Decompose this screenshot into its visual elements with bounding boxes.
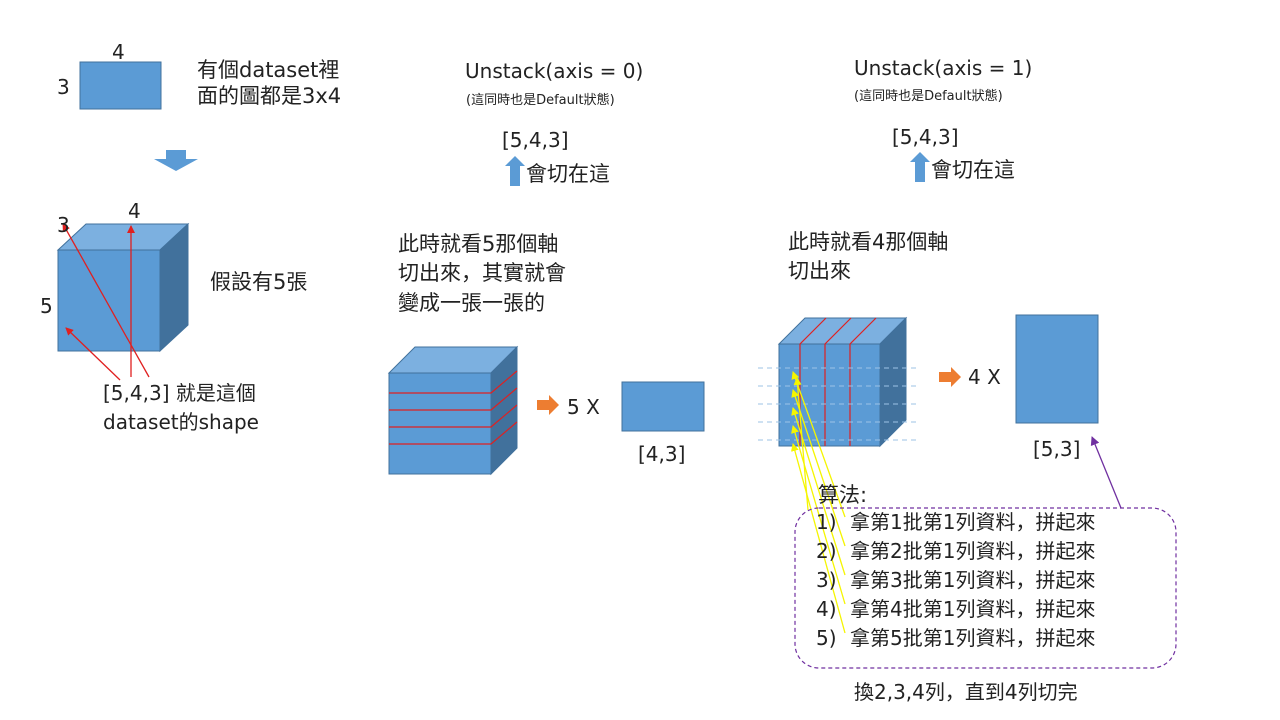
shape-caption-line1: [5,4,3] 就是這個 <box>103 381 256 405</box>
row-pointer-arrows <box>791 371 846 634</box>
row-result-rect <box>1015 314 1099 424</box>
unstack0-shape: [5,4,3] <box>502 128 569 152</box>
algorithm-footer: 換2,3,4列，直到4列切完 <box>854 680 1078 704</box>
unstack1-description: 此時就看4那個軸 切出來 <box>788 230 949 284</box>
unstack1-cube <box>777 316 908 448</box>
algorithm-title: 算法: <box>818 483 868 507</box>
algorithm-step: 2) 拿第2批第1列資料，拼起來 <box>816 537 1095 566</box>
shape-caption-line2: dataset的shape <box>103 410 259 434</box>
cube-description: 假設有5張 <box>210 270 308 294</box>
unstack1-cut-note: 會切在這 <box>931 158 1015 182</box>
unstack0-cut-note: 會切在這 <box>526 162 610 186</box>
algorithm-step: 4) 拿第4批第1列資料，拼起來 <box>816 595 1095 624</box>
unstack1-multiplier: 4 X <box>968 365 1001 389</box>
shape-arrow-c <box>65 327 121 381</box>
down-arrow-icon <box>154 150 198 171</box>
step-number: 3) <box>816 568 837 592</box>
algorithm-step: 3) 拿第3批第1列資料，拼起來 <box>816 566 1095 595</box>
orange-arrow-icon-1 <box>939 367 961 387</box>
algorithm-box <box>794 507 1177 669</box>
dataset-description: 有個dataset裡 面的圖都是3x4 <box>197 58 342 109</box>
algorithm-step: 1) 拿第1批第1列資料，拼起來 <box>816 508 1095 537</box>
step-number: 1) <box>816 510 837 534</box>
step-number: 5) <box>816 626 837 650</box>
algorithm-steps: 1) 拿第1批第1列資料，拼起來 2) 拿第2批第1列資料，拼起來 3) 拿第3批第1… <box>816 508 1095 653</box>
slice-result-rect <box>621 381 705 432</box>
dataset-cube <box>56 222 190 353</box>
row-dashed-lines <box>758 367 920 441</box>
step-number: 4) <box>816 597 837 621</box>
unstack0-description: 此時就看5那個軸 切出來，其實就會 變成一張一張的 <box>398 232 566 315</box>
result-pointer-arrow <box>1090 436 1122 509</box>
step-text: 拿第1批第1列資料，拼起來 <box>850 510 1096 534</box>
horizontal-cut-lines <box>389 370 518 445</box>
unstack0-title: Unstack(axis = 0) <box>465 59 644 83</box>
unstack0-result-shape: [4,3] <box>638 442 686 466</box>
unstack1-note: (這同時也是Default狀態) <box>854 89 1003 104</box>
step-text: 拿第2批第1列資料，拼起來 <box>850 539 1096 563</box>
step-text: 拿第5批第1列資料，拼起來 <box>850 626 1096 650</box>
cube-dim-a-label: 3 <box>57 213 70 237</box>
algorithm-step: 5) 拿第5批第1列資料，拼起來 <box>816 624 1095 653</box>
step-text: 拿第4批第1列資料，拼起來 <box>850 597 1096 621</box>
image-rect <box>79 61 162 110</box>
unstack0-cube <box>387 345 519 476</box>
orange-arrow-icon-0 <box>537 395 559 415</box>
step-number: 2) <box>816 539 837 563</box>
cube-dim-b-label: 4 <box>128 199 141 223</box>
unstack0-note: (這同時也是Default狀態) <box>466 93 615 108</box>
step-text: 拿第3批第1列資料，拼起來 <box>850 568 1096 592</box>
rect-width-label: 4 <box>112 40 125 64</box>
cube-dim-c-label: 5 <box>40 294 53 318</box>
shape-arrow-a <box>62 223 150 378</box>
unstack1-title: Unstack(axis = 1) <box>854 56 1033 80</box>
up-arrow-icon <box>505 156 525 186</box>
unstack1-result-shape: [5,3] <box>1033 437 1081 461</box>
unstack1-shape: [5,4,3] <box>892 125 959 149</box>
rect-height-label: 3 <box>57 75 70 99</box>
up-arrow-icon-2 <box>910 152 930 182</box>
unstack0-multiplier: 5 X <box>567 395 600 419</box>
